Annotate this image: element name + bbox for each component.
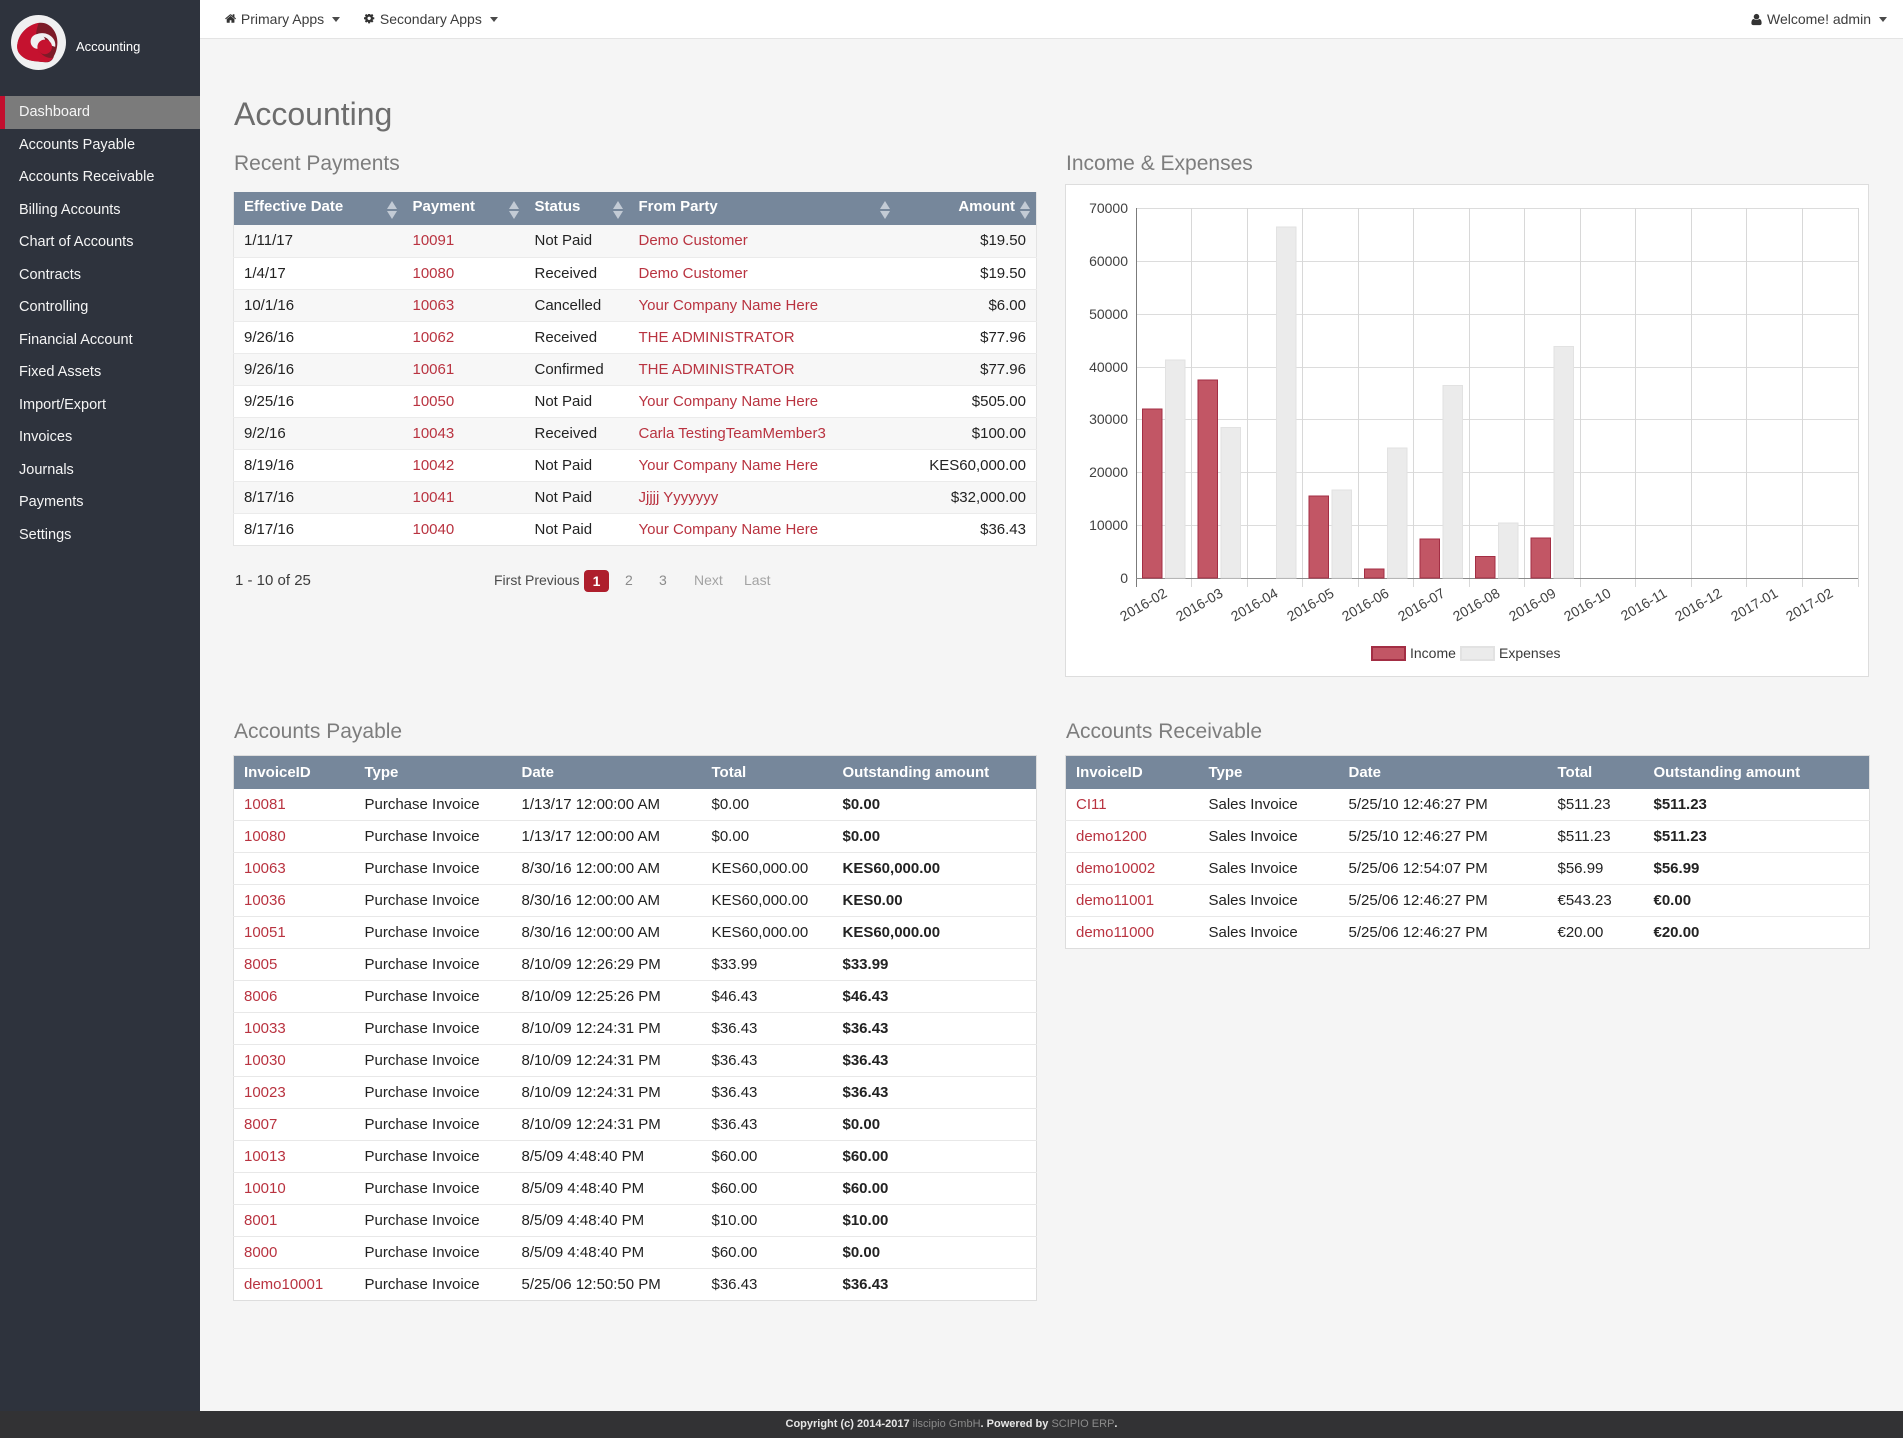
svg-text:2016-08: 2016-08 [1450, 585, 1503, 625]
svg-text:50000: 50000 [1089, 306, 1128, 322]
svg-text:2017-02: 2017-02 [1783, 585, 1836, 625]
svg-text:40000: 40000 [1089, 359, 1128, 375]
svg-text:30000: 30000 [1089, 411, 1128, 427]
svg-text:2016-05: 2016-05 [1284, 585, 1337, 625]
svg-text:70000: 70000 [1089, 200, 1128, 216]
svg-text:0: 0 [1120, 570, 1128, 586]
svg-text:2017-01: 2017-01 [1728, 585, 1781, 625]
svg-text:60000: 60000 [1089, 253, 1128, 269]
svg-text:2016-02: 2016-02 [1117, 585, 1170, 625]
svg-text:2016-12: 2016-12 [1672, 585, 1725, 625]
svg-text:Income: Income [1410, 645, 1456, 661]
svg-text:2016-11: 2016-11 [1618, 585, 1670, 624]
svg-text:10000: 10000 [1089, 517, 1128, 533]
svg-text:2016-06: 2016-06 [1339, 585, 1392, 625]
svg-text:2016-07: 2016-07 [1395, 585, 1448, 625]
svg-text:2016-09: 2016-09 [1506, 585, 1559, 625]
svg-text:2016-10: 2016-10 [1561, 585, 1614, 625]
svg-text:20000: 20000 [1089, 464, 1128, 480]
svg-text:2016-03: 2016-03 [1173, 585, 1226, 625]
svg-text:Expenses: Expenses [1499, 645, 1560, 661]
svg-text:2016-04: 2016-04 [1228, 585, 1281, 625]
